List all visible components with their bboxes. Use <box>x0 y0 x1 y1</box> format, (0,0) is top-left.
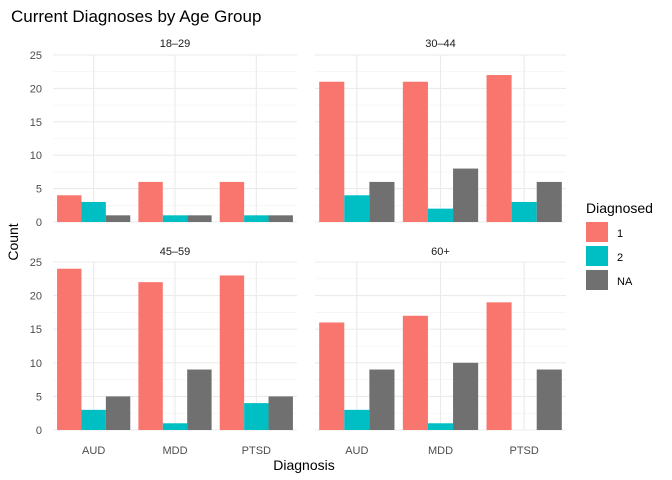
bar-aud-na <box>105 396 131 430</box>
bar-aud-2 <box>344 409 370 430</box>
legend-title: Diagnosed <box>586 200 653 216</box>
bar-mdd-na <box>453 168 479 222</box>
y-tick-label: 10 <box>30 150 42 162</box>
facet-panel: 45–59 <box>53 246 297 431</box>
bar-ptsd-1 <box>219 275 245 430</box>
y-axis-tick-labels: 0 5 10 15 20 25 0 5 10 15 20 25 <box>30 50 42 437</box>
facet-label: 60+ <box>431 246 450 258</box>
x-tick-label: AUD <box>345 445 368 457</box>
legend-label: NA <box>617 276 633 288</box>
legend-key-1 <box>586 222 608 242</box>
y-tick-label: 25 <box>30 50 42 62</box>
facet-label: 30–44 <box>425 38 456 50</box>
bar-mdd-1 <box>402 81 428 222</box>
y-tick-label: 5 <box>36 391 42 403</box>
y-tick-label: 5 <box>36 184 42 196</box>
bar-aud-1 <box>57 268 82 430</box>
bar-ptsd-na <box>536 369 562 430</box>
bar-ptsd-2 <box>244 403 269 430</box>
bar-ptsd-2 <box>244 215 269 222</box>
bar-mdd-2 <box>162 215 188 222</box>
x-tick-label: MDD <box>162 445 187 457</box>
bar-aud-na <box>369 181 395 222</box>
facet-panel: 30–44 <box>315 38 566 223</box>
bar-mdd-1 <box>138 282 163 430</box>
bar-mdd-1 <box>138 181 163 222</box>
bar-aud-2 <box>344 195 370 222</box>
legend-key-2 <box>586 246 608 266</box>
x-tick-label: PTSD <box>509 445 538 457</box>
legend: Diagnosed 1 2 NA <box>586 200 653 290</box>
bar-aud-na <box>105 215 131 222</box>
bar-mdd-2 <box>162 423 188 430</box>
bar-aud-1 <box>319 81 345 222</box>
bar-ptsd-1 <box>219 181 245 222</box>
bar-mdd-na <box>187 369 212 430</box>
y-tick-label: 0 <box>36 425 42 437</box>
facet-panels: 18–29 30–44 45–59 60+ <box>53 38 566 431</box>
y-tick-label: 0 <box>36 217 42 229</box>
bar-mdd-2 <box>427 423 454 430</box>
y-tick-label: 20 <box>30 291 42 303</box>
bar-ptsd-2 <box>511 201 537 222</box>
bar-ptsd-1 <box>486 75 512 222</box>
bar-ptsd-1 <box>486 302 512 430</box>
y-axis-label: Count <box>5 223 21 260</box>
y-tick-label: 15 <box>30 324 42 336</box>
chart-title: Current Diagnoses by Age Group <box>11 7 261 26</box>
facet-label: 18–29 <box>160 38 191 50</box>
legend-key-na <box>586 270 608 290</box>
bar-mdd-1 <box>402 315 428 430</box>
x-axis-label: Diagnosis <box>273 457 334 473</box>
bar-aud-na <box>369 369 395 430</box>
facet-panel: 60+ <box>315 246 566 431</box>
y-tick-label: 20 <box>30 83 42 95</box>
bar-mdd-na <box>453 362 479 430</box>
x-tick-label: AUD <box>82 445 105 457</box>
x-tick-label: MDD <box>428 445 453 457</box>
facet-panel: 18–29 <box>53 38 297 223</box>
facet-label: 45–59 <box>160 246 191 258</box>
y-tick-label: 10 <box>30 358 42 370</box>
bar-aud-1 <box>319 322 345 430</box>
x-axis-tick-labels: AUD MDD PTSD AUD MDD PTSD <box>82 445 539 457</box>
y-tick-label: 25 <box>30 257 42 269</box>
bar-ptsd-na <box>268 215 293 222</box>
bar-ptsd-na <box>268 396 293 430</box>
bar-ptsd-na <box>536 181 562 222</box>
bar-mdd-na <box>187 215 212 222</box>
y-tick-label: 15 <box>30 117 42 129</box>
bar-aud-2 <box>81 409 106 430</box>
legend-label: 1 <box>617 228 623 240</box>
bar-aud-1 <box>57 195 82 222</box>
bar-aud-2 <box>81 201 106 222</box>
bar-mdd-2 <box>427 208 454 222</box>
x-tick-label: PTSD <box>242 445 271 457</box>
legend-label: 2 <box>617 252 623 264</box>
